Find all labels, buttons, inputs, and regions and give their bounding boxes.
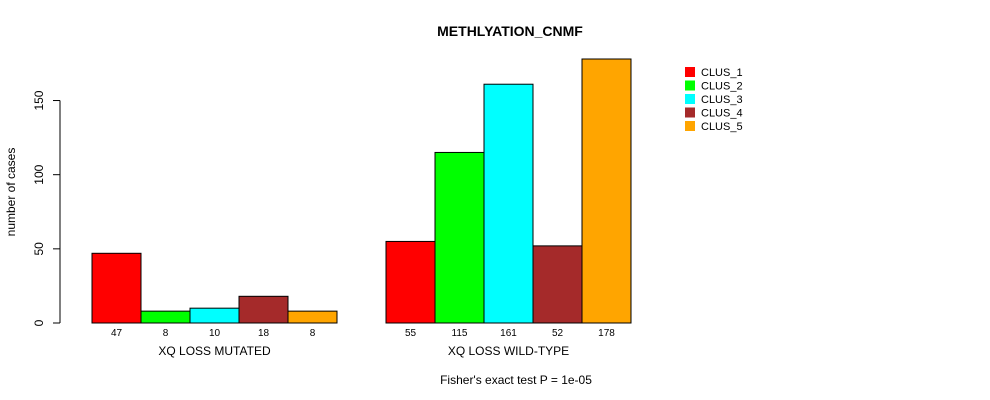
bar-clus_4-group-2 bbox=[532, 245, 583, 324]
legend-swatch bbox=[685, 94, 695, 104]
y-tick-label: 0 bbox=[32, 319, 46, 326]
bar-clus_2-group-1 bbox=[140, 310, 191, 324]
legend-swatch bbox=[685, 80, 695, 91]
bar-clus_1-group-2 bbox=[385, 240, 436, 324]
y-axis: 0 50 100 150 bbox=[32, 90, 61, 326]
bar-count-label: 18 bbox=[258, 328, 270, 339]
fisher-test-footnote: Fisher's exact test P = 1e-05 bbox=[440, 373, 592, 387]
bar-count-label: 178 bbox=[598, 328, 615, 339]
group-labels: XQ LOSS MUTATED XQ LOSS WILD-TYPE bbox=[158, 344, 569, 358]
bar-clus_1-group-1 bbox=[91, 252, 142, 324]
bar-count-label: 115 bbox=[452, 328, 468, 339]
legend-swatch bbox=[685, 67, 695, 77]
y-axis-label: number of cases bbox=[4, 148, 18, 237]
y-tick-label: 100 bbox=[32, 164, 46, 184]
bar-clus_3-group-2 bbox=[483, 83, 534, 324]
bar-count-label: 52 bbox=[552, 328, 564, 339]
bar-count-label: 8 bbox=[310, 328, 316, 339]
legend-swatch bbox=[685, 121, 695, 131]
group-label-2: XQ LOSS WILD-TYPE bbox=[448, 344, 569, 358]
bar-count-label: 10 bbox=[209, 328, 221, 339]
bar-count-label: 8 bbox=[163, 328, 169, 339]
bar-clus_2-group-2 bbox=[434, 151, 485, 324]
legend-label: CLUS_3 bbox=[701, 94, 743, 106]
bar-clus_5-group-2 bbox=[581, 58, 632, 324]
group-label-1: XQ LOSS MUTATED bbox=[158, 344, 271, 358]
bar-clus_3-group-1 bbox=[189, 307, 240, 324]
bar-count-label: 47 bbox=[111, 328, 123, 339]
legend-swatch bbox=[685, 107, 695, 118]
y-tick-label: 150 bbox=[32, 90, 46, 110]
chart-title: METHLYATION_CNMF bbox=[437, 23, 583, 39]
count-labels: 47 8 10 18 8 55 115 161 52 178 bbox=[111, 328, 615, 339]
bar-count-label: 55 bbox=[405, 328, 417, 339]
bar-count-label: 161 bbox=[500, 328, 517, 339]
y-tick-label: 50 bbox=[32, 242, 46, 256]
legend-label: CLUS_1 bbox=[701, 67, 743, 79]
bars bbox=[91, 58, 632, 324]
legend-label: CLUS_5 bbox=[701, 121, 743, 133]
legend-label: CLUS_4 bbox=[701, 108, 743, 120]
legend-label: CLUS_2 bbox=[701, 81, 743, 93]
bar-clus_4-group-1 bbox=[238, 295, 289, 324]
bar-clus_5-group-1 bbox=[287, 310, 338, 324]
